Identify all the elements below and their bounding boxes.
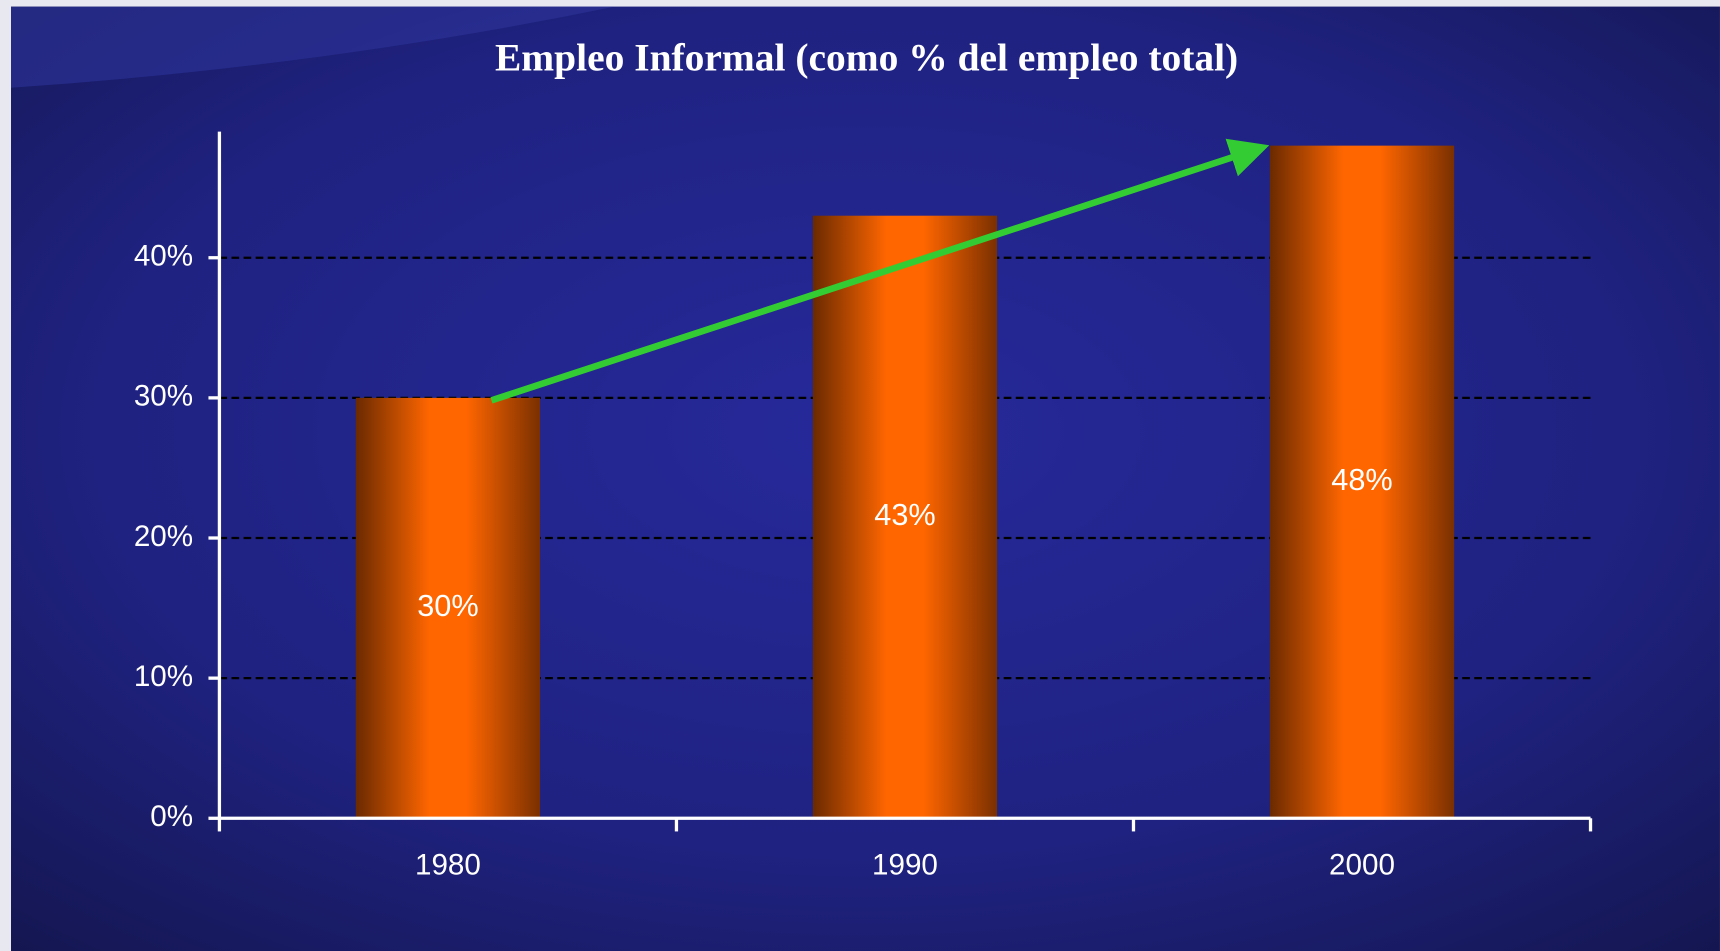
plot: 0% 10% 20% 30% 40% 1980 30% 1990 43% 2000 48%	[134, 131, 1593, 881]
y-tick-label: 10%	[134, 660, 193, 693]
decoration	[11, 6, 615, 88]
x-tick-label: 1990	[872, 848, 938, 881]
bar	[355, 397, 541, 819]
value-label: 43%	[874, 497, 935, 532]
y-tick-label: 0%	[150, 800, 193, 833]
x-tick-label: 2000	[1329, 848, 1395, 881]
chart-title: Empleo Informal (como % del empleo total…	[495, 35, 1238, 79]
value-label: 48%	[1331, 462, 1392, 497]
bar	[1269, 145, 1455, 819]
y-tick-label: 40%	[134, 240, 193, 273]
trend-arrow	[490, 138, 1270, 404]
y-tick-label: 30%	[134, 380, 193, 413]
y-tick-label: 20%	[134, 520, 193, 553]
value-label: 30%	[417, 588, 478, 623]
bar	[812, 215, 998, 819]
x-tick-label: 1980	[415, 848, 481, 881]
